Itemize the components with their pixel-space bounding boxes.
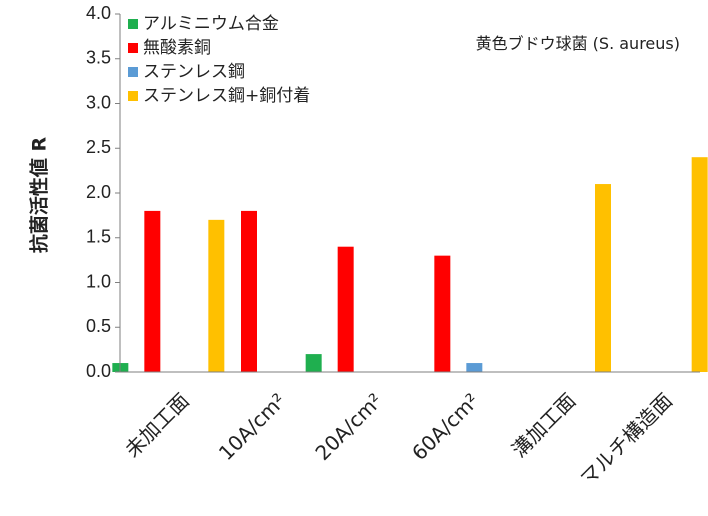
legend-swatch <box>128 67 138 77</box>
legend-swatch <box>128 43 138 53</box>
category-label: 溝加工面 <box>507 388 581 462</box>
bar-3-4 <box>595 184 611 372</box>
organism-annotation: 黄色ブドウ球菌 (S. aureus) <box>476 34 680 53</box>
category-label: 10A/cm² <box>214 388 291 465</box>
category-label: 未加工面 <box>120 388 194 462</box>
bar-1-3 <box>434 255 451 372</box>
bar-3-5 <box>691 157 708 372</box>
bar-3-0 <box>208 219 225 372</box>
legend-label: アルミニウム合金 <box>143 14 279 34</box>
y-tick-label: 1.0 <box>86 271 111 291</box>
bar-0-2 <box>305 354 322 372</box>
legend-label: ステンレス鋼 <box>143 62 245 82</box>
legend-swatch <box>128 91 138 101</box>
y-tick-label: 3.0 <box>86 92 111 112</box>
legend-label: ステンレス鋼+銅付着 <box>143 86 310 106</box>
y-tick-label: 2.0 <box>86 182 111 202</box>
y-tick-label: 3.5 <box>86 48 111 68</box>
legend-swatch <box>128 19 138 29</box>
y-tick-label: 0.0 <box>86 361 111 381</box>
y-tick-label: 4.0 <box>86 3 111 23</box>
y-tick-labels: 0.0 0.5 1.0 1.5 2.0 2.5 3.0 3.5 4.0 <box>86 3 120 381</box>
bar-1-0 <box>144 210 161 372</box>
category-label: 60A/cm² <box>407 388 484 465</box>
bar-1-2 <box>337 246 354 372</box>
bar-2-3 <box>466 363 483 372</box>
category-label: 20A/cm² <box>310 388 387 465</box>
y-axis-label: 抗菌活性値 R <box>28 137 51 254</box>
category-label: マルチ構造面 <box>575 388 677 490</box>
bar-1-1 <box>241 210 257 372</box>
y-tick-label: 2.5 <box>86 137 111 157</box>
y-tick-label: 0.5 <box>86 316 111 336</box>
y-tick-label: 1.5 <box>86 227 111 247</box>
bars <box>112 157 708 372</box>
legend-label: 無酸素銅 <box>143 38 211 58</box>
